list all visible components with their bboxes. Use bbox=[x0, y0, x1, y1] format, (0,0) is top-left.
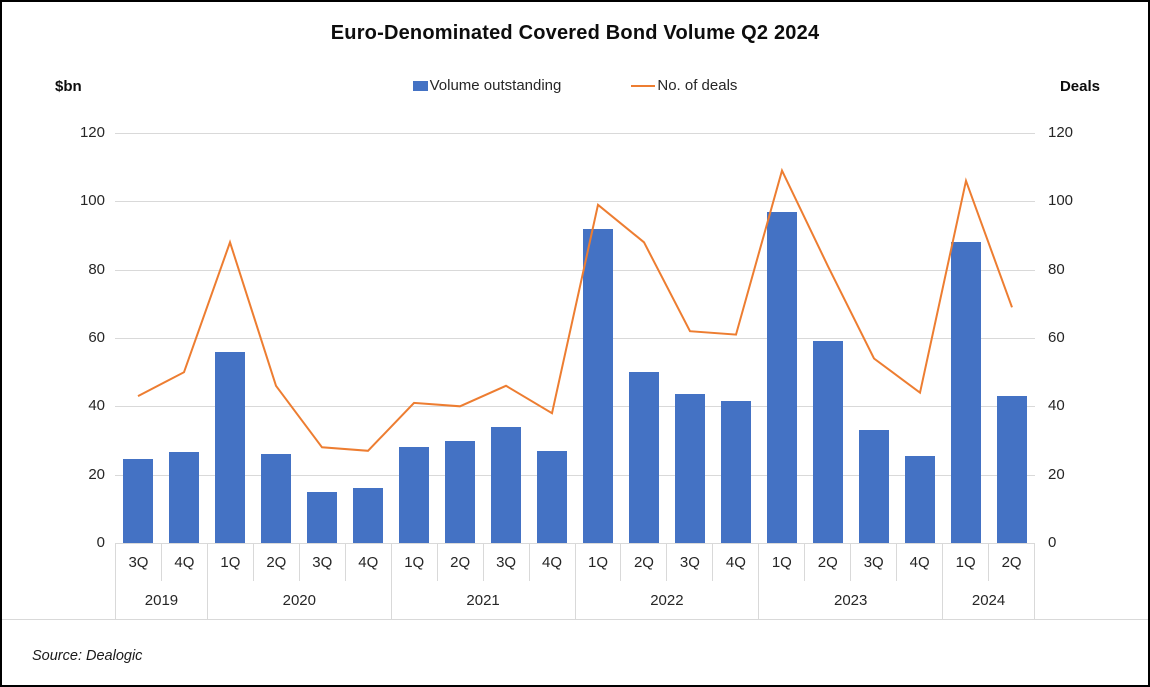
x-tick-label: 4Q bbox=[530, 543, 576, 581]
axis-bottom-rule bbox=[2, 619, 1148, 620]
deals-series-line-icon bbox=[631, 84, 656, 87]
volume-bar-3Q-4 bbox=[307, 491, 337, 543]
volume-bar-1Q-14 bbox=[767, 211, 797, 543]
y-tick-label: 100 bbox=[79, 192, 105, 210]
x-tick-label: 4Q bbox=[713, 543, 760, 581]
volume-bar-2Q-11 bbox=[629, 372, 659, 543]
volume-series-swatch-icon bbox=[412, 80, 428, 91]
volume-bar-3Q-16 bbox=[859, 430, 889, 543]
x-tick-label: 3Q bbox=[484, 543, 530, 581]
volume-bar-1Q-18 bbox=[951, 242, 981, 543]
y-tick-label: 120 bbox=[79, 124, 105, 141]
gridline bbox=[115, 269, 1035, 271]
volume-bar-2Q-19 bbox=[997, 396, 1027, 543]
source-note: Source: Dealogic bbox=[32, 648, 143, 664]
legend: Volume outstanding No. of deals bbox=[2, 77, 1148, 94]
volume-bar-2Q-7 bbox=[445, 440, 475, 543]
x-tick-label: 1Q bbox=[759, 543, 806, 581]
x-tick-label: 1Q bbox=[392, 543, 438, 581]
x-axis: 3Q 4Q 1Q 2Q 3Q 4Q 1Q 2Q 3Q 4Q 1Q 2Q 3Q 4Q 1Q 2Q 3Q 4Q 1Q 2Q… bbox=[115, 543, 1036, 619]
x-tick-label: 2Q bbox=[254, 543, 300, 581]
deals-line bbox=[137, 167, 1013, 452]
year-group-label: 2020 bbox=[208, 581, 392, 619]
y-tick-label: 100 bbox=[1048, 192, 1074, 210]
volume-bar-1Q-6 bbox=[399, 447, 429, 543]
volume-bar-3Q-0 bbox=[123, 459, 153, 543]
x-tick-label: 4Q bbox=[162, 543, 208, 581]
volume-bar-2Q-3 bbox=[261, 454, 291, 543]
x-tick-label: 3Q bbox=[851, 543, 898, 581]
chart-title: Euro-Denominated Covered Bond Volume Q2 … bbox=[330, 22, 820, 44]
x-tick-label: 2Q bbox=[621, 543, 668, 581]
y-tick-label: 120 bbox=[1048, 124, 1074, 141]
y-tick-label: 0 bbox=[1048, 534, 1057, 551]
volume-bar-4Q-9 bbox=[537, 450, 567, 543]
x-tick-label: 2Q bbox=[438, 543, 484, 581]
x-tick-label: 2Q bbox=[805, 543, 852, 581]
gridline bbox=[115, 133, 1035, 134]
volume-bar-4Q-13 bbox=[721, 401, 751, 543]
volume-bar-1Q-2 bbox=[215, 351, 245, 543]
year-group-label: 2024 bbox=[943, 581, 1035, 619]
quarter-row: 3Q 4Q 1Q 2Q 3Q 4Q 1Q 2Q 3Q 4Q 1Q 2Q 3Q 4Q 1Q 2Q 3Q 4Q 1Q 2Q bbox=[115, 543, 1036, 581]
y-tick-label: 60 bbox=[88, 329, 105, 346]
y-tick-label: 40 bbox=[1048, 397, 1065, 415]
volume-bar-3Q-8 bbox=[491, 426, 521, 543]
y-tick-label: 60 bbox=[1048, 329, 1065, 346]
y-tick-label: 20 bbox=[1048, 465, 1065, 483]
left-axis-unit-label: $bn bbox=[55, 78, 82, 95]
year-group-label: 2019 bbox=[116, 581, 208, 619]
gridline bbox=[115, 338, 1035, 339]
volume-bar-4Q-17 bbox=[905, 455, 935, 543]
y-tick-label: 40 bbox=[88, 397, 105, 415]
volume-bar-4Q-5 bbox=[353, 488, 383, 543]
y-tick-label: 80 bbox=[88, 260, 105, 278]
year-group-label: 2021 bbox=[392, 581, 576, 619]
plot-area bbox=[115, 133, 1035, 544]
gridline bbox=[115, 201, 1035, 203]
x-tick-label: 4Q bbox=[346, 543, 392, 581]
x-tick-label: 2Q bbox=[989, 543, 1036, 581]
legend-volume-label: Volume outstanding bbox=[429, 77, 562, 94]
x-tick-label: 4Q bbox=[897, 543, 944, 581]
gridline bbox=[115, 406, 1035, 408]
legend-item-volume: Volume outstanding bbox=[412, 77, 562, 94]
gridline bbox=[115, 474, 1035, 476]
year-row: 2019 2020 2021 2022 2023 2024 bbox=[115, 581, 1035, 619]
y-tick-label: 20 bbox=[88, 465, 105, 483]
x-tick-label: 1Q bbox=[943, 543, 990, 581]
volume-bar-1Q-10 bbox=[583, 228, 613, 543]
x-tick-label: 3Q bbox=[300, 543, 346, 581]
right-axis-unit-label: Deals bbox=[1059, 78, 1100, 95]
bars-layer bbox=[115, 133, 1035, 543]
x-tick-label: 3Q bbox=[116, 543, 162, 581]
volume-bar-3Q-12 bbox=[675, 394, 705, 543]
y-tick-label: 0 bbox=[96, 534, 105, 551]
x-tick-label: 1Q bbox=[208, 543, 254, 581]
legend-deals-label: No. of deals bbox=[657, 77, 738, 94]
y-tick-label: 80 bbox=[1048, 260, 1065, 278]
x-tick-label: 1Q bbox=[576, 543, 622, 581]
year-group-label: 2022 bbox=[576, 581, 760, 619]
legend-item-deals: No. of deals bbox=[631, 77, 737, 94]
volume-bar-4Q-1 bbox=[169, 452, 199, 543]
volume-bar-2Q-15 bbox=[813, 341, 843, 543]
x-tick-label: 3Q bbox=[667, 543, 714, 581]
year-group-label: 2023 bbox=[759, 581, 944, 619]
deals-line-svg bbox=[137, 167, 1013, 452]
